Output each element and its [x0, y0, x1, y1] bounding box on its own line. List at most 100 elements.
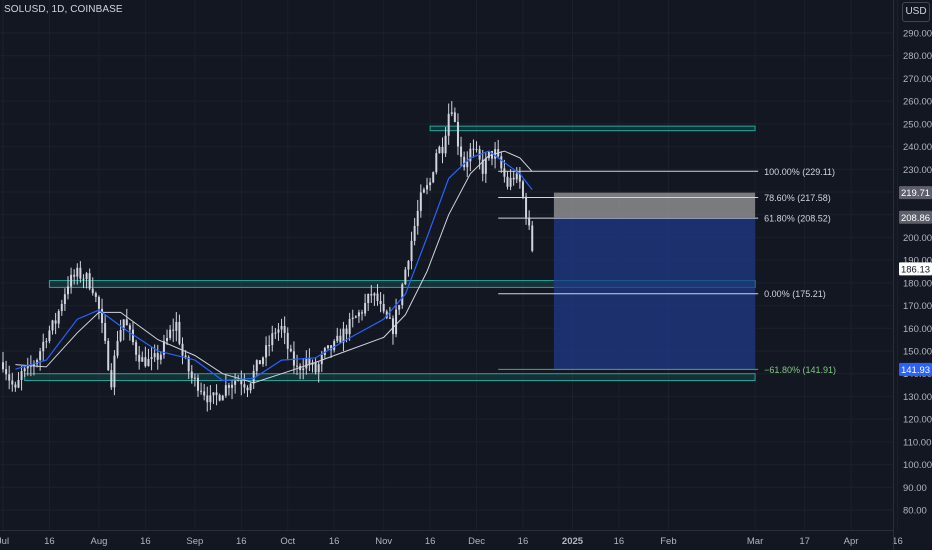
candle-body [249, 383, 252, 391]
candle-body [404, 269, 407, 285]
candle-body [193, 377, 196, 379]
candle-body [509, 177, 512, 187]
candle-body [323, 348, 326, 355]
y-tick-label: 280.00 [903, 51, 932, 62]
candle-body [314, 362, 317, 373]
position-tool[interactable] [553, 192, 756, 370]
candle-body [395, 309, 398, 335]
candle-body [426, 185, 429, 190]
candle-body [410, 240, 413, 262]
candle-body [370, 293, 373, 296]
candle-body [373, 293, 376, 296]
candle-body [125, 319, 128, 326]
candle-body [237, 379, 240, 381]
candle-body [82, 278, 85, 280]
candle-body [463, 156, 466, 168]
candle-body [453, 112, 456, 122]
y-tick-label: 250.00 [903, 119, 932, 130]
ma-fast-line [15, 150, 533, 382]
candle-body [26, 365, 29, 369]
candle-body [240, 379, 243, 385]
candle-body [178, 321, 181, 344]
candle-body [302, 368, 305, 371]
candle-body [283, 326, 286, 333]
candle-body [104, 323, 107, 341]
candle-body [438, 146, 441, 154]
candle-body [361, 312, 364, 314]
x-tick-label: Nov [375, 536, 392, 547]
candle-body [107, 340, 110, 371]
candle-body [70, 274, 73, 287]
candle-body [503, 168, 506, 177]
y-tick-label: 240.00 [903, 142, 932, 153]
y-tick-label: 260.00 [903, 97, 932, 108]
candle-body [8, 374, 11, 381]
fib-level-label: 78.60% (217.58) [764, 193, 831, 203]
price-label-box [899, 262, 932, 276]
price-label: 141.93 [901, 365, 930, 376]
candle-body [469, 148, 472, 162]
candle-body [144, 357, 147, 367]
candle-body [296, 365, 299, 367]
candle-body [169, 329, 172, 338]
candle-body [218, 395, 221, 401]
fib-retracement[interactable]: 100.00% (229.11) 78.60% (217.58) 61.80% (2… [498, 167, 836, 375]
candle-body [258, 360, 261, 365]
candle-body [48, 330, 51, 342]
currency-button[interactable]: USD [902, 2, 930, 22]
candle-body [166, 337, 169, 342]
candle-body [184, 355, 187, 358]
candle-body [5, 369, 8, 375]
candle-body [460, 146, 463, 157]
candle-body [172, 329, 175, 331]
candle-body [398, 305, 401, 310]
candle-body [345, 328, 348, 335]
fib-level-label: 100.00% (229.11) [764, 167, 835, 177]
candle-body [268, 345, 271, 347]
candle-body [116, 340, 119, 356]
candle-body [159, 354, 162, 360]
candle-body [326, 345, 329, 349]
candle-body [17, 379, 20, 388]
candle-body [515, 173, 518, 180]
candle-body [227, 385, 230, 388]
candle-body [364, 303, 367, 314]
candle-body [212, 392, 215, 396]
candle-body [231, 384, 234, 388]
price-label: 219.71 [901, 188, 930, 199]
candle-body [128, 325, 131, 330]
candle-body [429, 182, 432, 186]
fib-level-label: 61.80% (208.52) [764, 214, 831, 224]
candle-body [51, 320, 54, 331]
candle-body [441, 146, 444, 154]
candle-body [79, 267, 82, 279]
candle-body [277, 329, 280, 333]
candle-body [73, 274, 76, 277]
y-tick-label: 180.00 [903, 278, 932, 289]
candle-body [23, 368, 26, 372]
candle-body [36, 360, 39, 365]
candle-body [385, 311, 388, 318]
candle-body [246, 387, 249, 391]
candle-body [286, 332, 289, 349]
x-tick-label: 16 [329, 536, 340, 547]
candle-body [14, 384, 17, 388]
candle-body [97, 296, 100, 309]
chart-title: SOLUSD, 1D, COINBASE [4, 4, 123, 15]
y-tick-label: 80.00 [903, 506, 927, 517]
candle-body [215, 392, 218, 396]
candle-body [382, 303, 385, 312]
candle-body [271, 333, 274, 346]
candle-body [333, 341, 336, 351]
candle-body [162, 341, 165, 355]
candle-body [379, 301, 382, 304]
candle-body [252, 370, 255, 384]
candle-body [339, 335, 342, 343]
candle-body [141, 357, 144, 362]
candle-body [450, 112, 453, 114]
y-tick-label: 120.00 [903, 415, 932, 426]
candle-body [190, 371, 193, 378]
candle-body [444, 135, 447, 154]
